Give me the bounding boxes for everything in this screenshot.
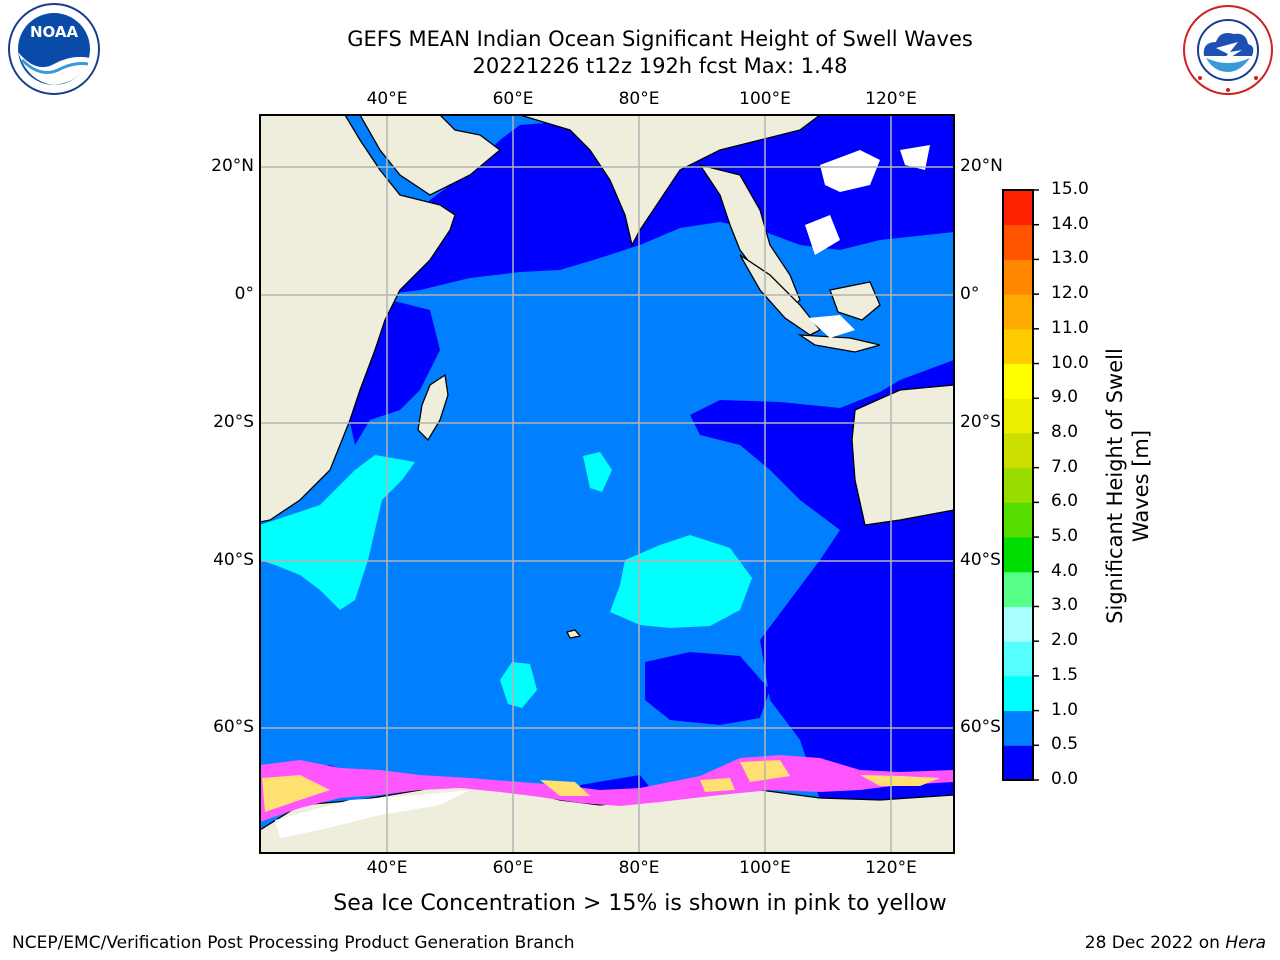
map-frame — [259, 114, 955, 854]
colorbar-bin — [1003, 502, 1033, 538]
colorbar-bin — [1003, 710, 1033, 746]
colorbar-bin — [1003, 745, 1033, 781]
colorbar-tick-label: 4.0 — [1051, 560, 1079, 581]
lat-label-right-20n: 20°N — [960, 156, 1003, 176]
graticule-grid — [260, 115, 954, 853]
colorbar-bin — [1003, 606, 1033, 642]
colorbar-tick-label: 10.0 — [1051, 352, 1089, 373]
lon-label-top-120e: 120°E — [865, 89, 917, 109]
colorbar-tick-label: 13.0 — [1051, 248, 1089, 269]
colorbar-tick-label: 3.0 — [1051, 595, 1079, 616]
colorbar-bin — [1003, 259, 1033, 295]
nws-logo — [1183, 5, 1273, 95]
lon-label-bottom-60e: 60°E — [492, 858, 534, 878]
colorbar-bin — [1003, 537, 1033, 573]
lon-label-top-60e: 60°E — [492, 89, 534, 109]
lat-label-left-20s: 20°S — [213, 412, 254, 432]
no-data-regions — [275, 145, 930, 838]
noaa-logo-text: NOAA — [30, 23, 79, 41]
colorbar-bin — [1003, 190, 1033, 226]
colorbar-bin — [1003, 675, 1033, 712]
map-title: GEFS MEAN Indian Ocean Significant Heigh… — [347, 27, 973, 51]
colorbar-bin — [1003, 467, 1033, 503]
lon-label-top-40e: 40°E — [366, 89, 408, 109]
date-stamp: 28 Dec 2022 on Hera — [1084, 933, 1266, 953]
lat-label-right-20s: 20°S — [960, 412, 1001, 432]
lat-label-left-20n: 20°N — [211, 156, 254, 176]
lat-label-left-60s: 60°S — [213, 717, 254, 737]
colorbar-bin — [1003, 328, 1033, 365]
colorbar-title: Significant Height of Swell Waves [m] — [1103, 348, 1153, 624]
colorbar-bin — [1003, 363, 1033, 399]
map-subtitle: 20221226 t12z 192h fcst Max: 1.48 — [472, 54, 848, 78]
noaa-logo: NOAA — [8, 3, 100, 95]
colorbar-bin — [1003, 224, 1033, 260]
colorbar-tick-label: 0.0 — [1051, 769, 1079, 789]
lon-label-top-80e: 80°E — [618, 89, 660, 109]
colorbar-tick-label: 6.0 — [1051, 491, 1079, 512]
colorbar-tick-label: 7.0 — [1051, 456, 1079, 477]
colorbar-tick-label: 12.0 — [1051, 283, 1089, 304]
lat-label-right-60s: 60°S — [960, 717, 1001, 737]
lat-label-right-0: 0° — [960, 284, 980, 304]
lon-label-top-100e: 100°E — [739, 89, 791, 109]
lon-label-bottom-120e: 120°E — [865, 858, 917, 878]
colorbar-tick-label: 1.0 — [1051, 699, 1079, 720]
colorbar-tick-label: 8.0 — [1051, 421, 1079, 442]
lat-label-left-40s: 40°S — [213, 550, 254, 570]
lat-label-right-40s: 40°S — [960, 550, 1001, 570]
lon-label-bottom-40e: 40°E — [366, 858, 408, 878]
colorbar-bin — [1003, 571, 1033, 607]
lon-label-bottom-80e: 80°E — [618, 858, 660, 878]
machine-name: Hera — [1225, 933, 1266, 953]
lat-label-left-0: 0° — [234, 284, 254, 304]
colorbar-bin — [1003, 294, 1033, 330]
colorbar-bin — [1003, 432, 1033, 469]
colorbar-tick-label: 9.0 — [1051, 387, 1079, 408]
colorbar-bin — [1003, 641, 1033, 677]
colorbar-tick-label: 1.5 — [1051, 664, 1079, 685]
colorbar-tick-label: 14.0 — [1051, 213, 1089, 234]
lon-label-bottom-100e: 100°E — [739, 858, 791, 878]
colorbar-tick-label: 5.0 — [1051, 526, 1079, 547]
land-masses — [260, 115, 954, 853]
colorbar-bin — [1003, 398, 1033, 434]
sea-ice-note: Sea Ice Concentration > 15% is shown in … — [333, 891, 947, 916]
colorbar-tick-label: 15.0 — [1051, 179, 1089, 199]
moderate-swell-regions — [260, 452, 752, 708]
colorbar-tick-label: 2.0 — [1051, 630, 1079, 651]
colorbar-tick-label: 0.5 — [1051, 734, 1079, 755]
kerguelen-island — [566, 629, 582, 639]
colorbar-tick-label: 11.0 — [1051, 317, 1089, 338]
credit-text: NCEP/EMC/Verification Post Processing Pr… — [12, 933, 575, 953]
